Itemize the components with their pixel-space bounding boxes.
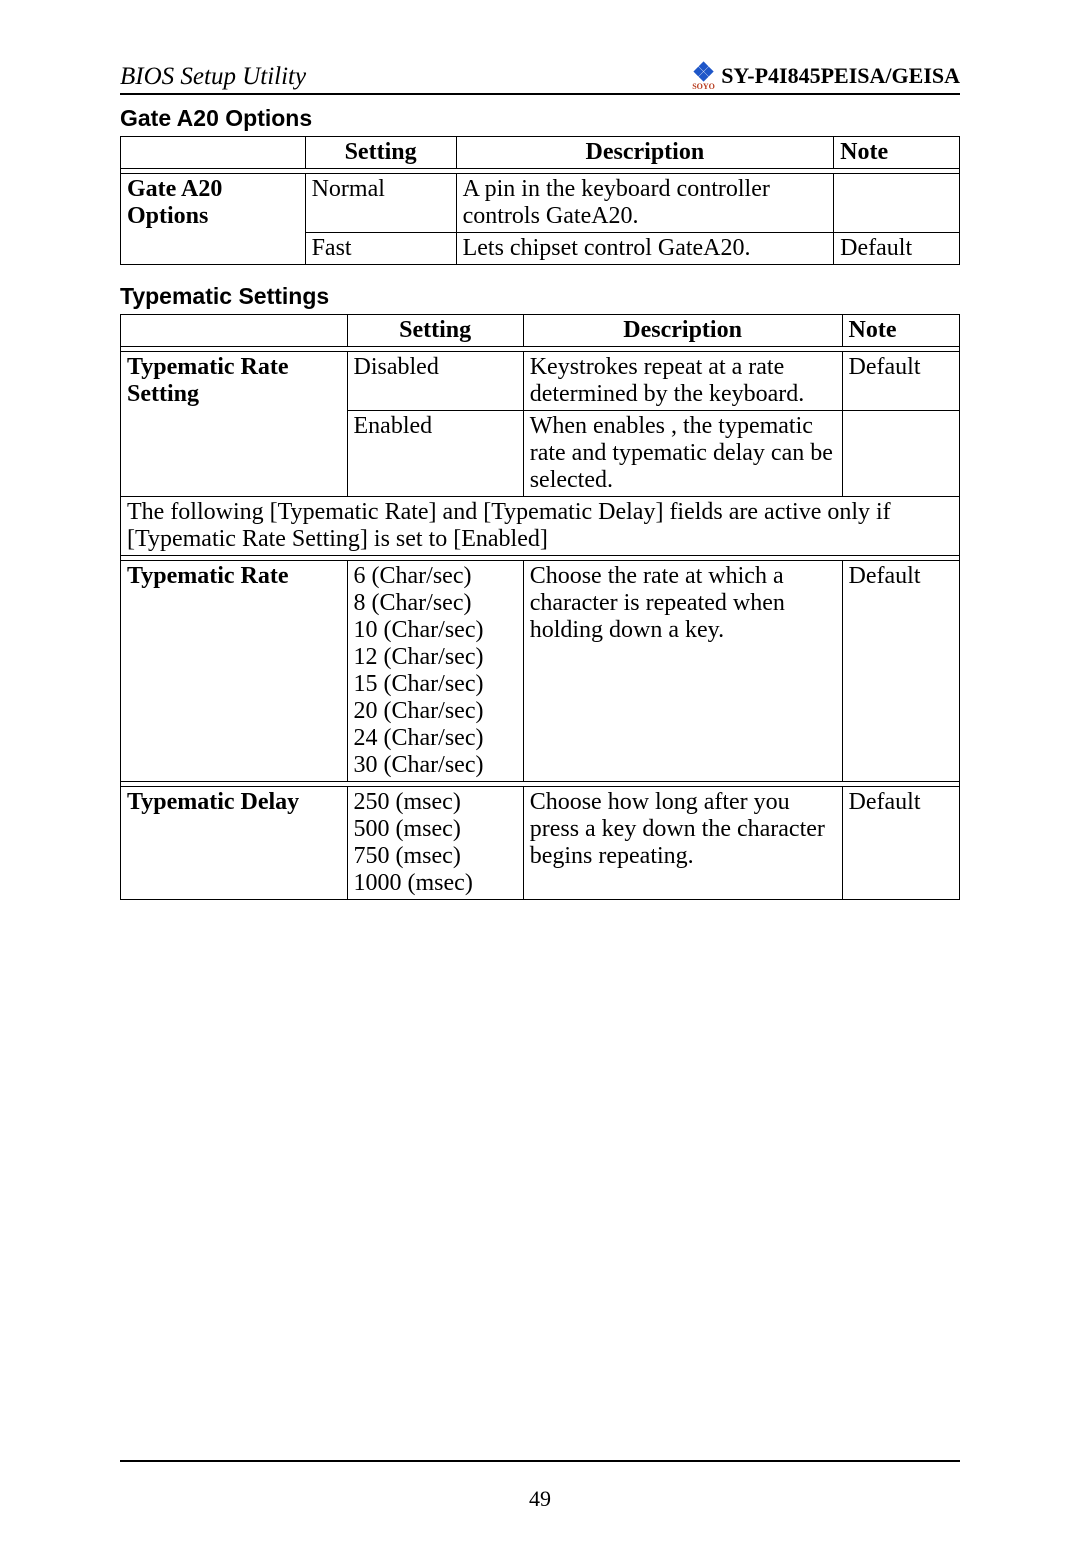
page-number: 49	[529, 1486, 551, 1511]
typematic-table: Setting Description Note Typematic Rate …	[120, 314, 960, 900]
page-header: BIOS Setup Utility ❖ SOYO SY-P4I845PEISA…	[120, 60, 960, 95]
table-header-row: Setting Description Note	[121, 315, 960, 347]
cell-note: Default	[842, 787, 959, 900]
model-number: SY-P4I845PEISA/GEISA	[721, 63, 960, 89]
col-setting: Setting	[305, 137, 456, 169]
table-header-row: Setting Description Note	[121, 137, 960, 169]
row-name: Typematic Delay	[121, 787, 348, 900]
cell-note	[842, 411, 959, 497]
cell-note: Default	[842, 561, 959, 782]
cell-setting: Enabled	[347, 411, 523, 497]
page-footer: 49	[120, 1460, 960, 1512]
cell-setting: 6 (Char/sec) 8 (Char/sec) 10 (Char/sec) …	[347, 561, 523, 782]
col-note: Note	[842, 315, 959, 347]
gate-a20-table: Setting Description Note Gate A20 Option…	[120, 136, 960, 265]
cell-description: A pin in the keyboard controller control…	[456, 174, 834, 233]
cell-description: When enables , the typematic rate and ty…	[523, 411, 842, 497]
col-description: Description	[523, 315, 842, 347]
cell-setting: 250 (msec) 500 (msec) 750 (msec) 1000 (m…	[347, 787, 523, 900]
section-title-typematic: Typematic Settings	[120, 283, 960, 310]
cell-setting: Normal	[305, 174, 456, 233]
row-name: Gate A20 Options	[121, 174, 306, 265]
cell-setting: Disabled	[347, 352, 523, 411]
col-setting: Setting	[347, 315, 523, 347]
header-title-left: BIOS Setup Utility	[120, 63, 306, 91]
header-title-right: ❖ SOYO SY-P4I845PEISA/GEISA	[692, 60, 960, 91]
condition-text: The following [Typematic Rate] and [Type…	[121, 497, 960, 556]
cell-description: Keystrokes repeat at a rate determined b…	[523, 352, 842, 411]
col-description: Description	[456, 137, 834, 169]
cell-note: Default	[842, 352, 959, 411]
table-row: Typematic Delay 250 (msec) 500 (msec) 75…	[121, 787, 960, 900]
cell-description: Choose how long after you press a key do…	[523, 787, 842, 900]
row-name: Typematic Rate	[121, 561, 348, 782]
cell-setting: Fast	[305, 233, 456, 265]
table-row: Typematic Rate 6 (Char/sec) 8 (Char/sec)…	[121, 561, 960, 782]
cell-description: Lets chipset control GateA20.	[456, 233, 834, 265]
row-name: Typematic Rate Setting	[121, 352, 348, 497]
table-row: Gate A20 Options Normal A pin in the key…	[121, 174, 960, 233]
col-blank	[121, 137, 306, 169]
cell-note: Default	[834, 233, 960, 265]
table-row: Typematic Rate Setting Disabled Keystrok…	[121, 352, 960, 411]
section-title-gate-a20: Gate A20 Options	[120, 105, 960, 132]
col-note: Note	[834, 137, 960, 169]
condition-row: The following [Typematic Rate] and [Type…	[121, 497, 960, 556]
cell-note	[834, 174, 960, 233]
col-blank	[121, 315, 348, 347]
brand-logo-icon: ❖ SOYO	[692, 60, 715, 91]
cell-description: Choose the rate at which a character is …	[523, 561, 842, 782]
